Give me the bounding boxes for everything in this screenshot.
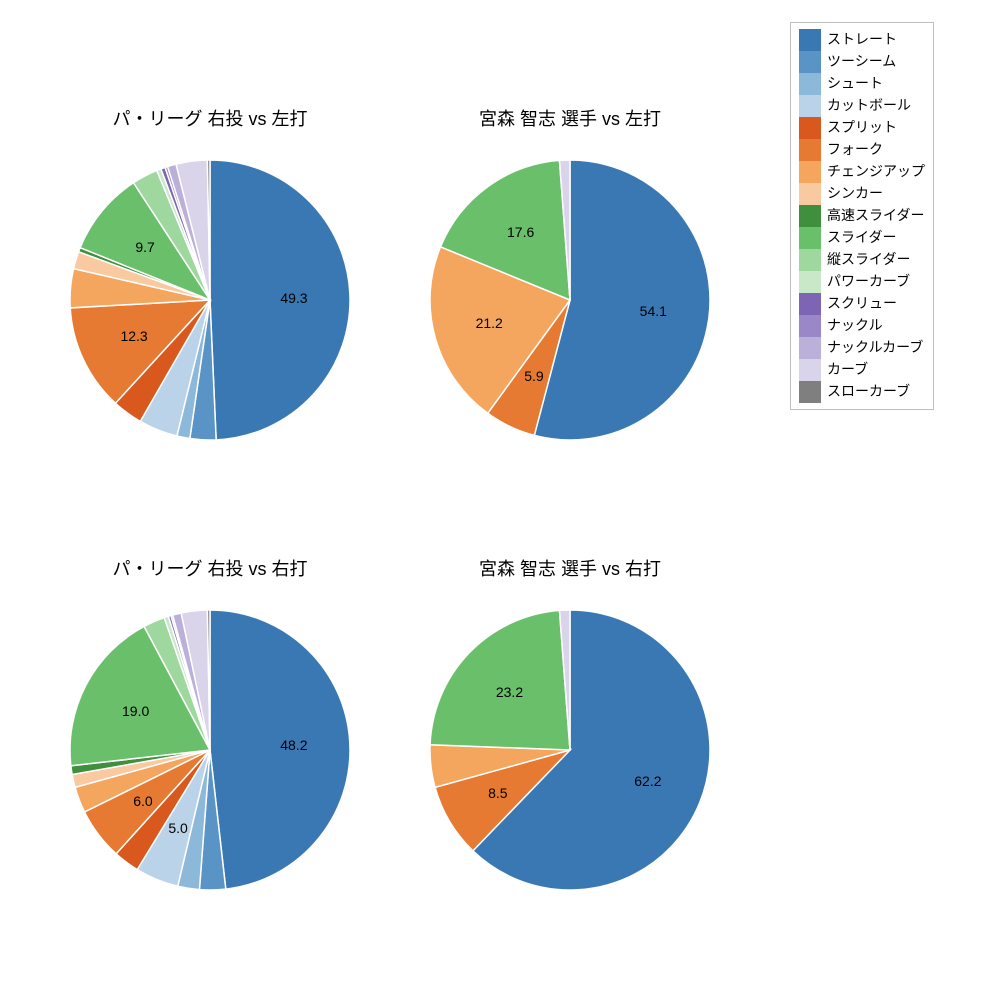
pie-slice-label: 17.6 xyxy=(507,224,534,240)
legend-swatch xyxy=(799,381,821,403)
legend-swatch xyxy=(799,249,821,271)
chart-title: 宮森 智志 選手 vs 左打 xyxy=(420,105,720,131)
legend-item: スローカーブ xyxy=(799,381,925,403)
legend-item: シュート xyxy=(799,73,925,95)
legend-swatch xyxy=(799,271,821,293)
chart-title: 宮森 智志 選手 vs 右打 xyxy=(420,555,720,581)
legend-item: スライダー xyxy=(799,227,925,249)
legend-label: シュート xyxy=(827,73,883,95)
legend-swatch xyxy=(799,315,821,337)
pie-slice-label: 48.2 xyxy=(280,737,307,753)
pie-slice-label: 5.9 xyxy=(524,368,543,384)
pie-slice xyxy=(430,610,570,750)
pie-slice-label: 23.2 xyxy=(496,684,523,700)
legend-swatch xyxy=(799,73,821,95)
legend-label: ナックルカーブ xyxy=(827,337,923,359)
legend-item: スプリット xyxy=(799,117,925,139)
legend: ストレートツーシームシュートカットボールスプリットフォークチェンジアップシンカー… xyxy=(790,22,934,410)
legend-item: パワーカーブ xyxy=(799,271,925,293)
legend-label: ナックル xyxy=(827,315,883,337)
legend-label: 高速スライダー xyxy=(827,205,924,227)
legend-swatch xyxy=(799,29,821,51)
legend-swatch xyxy=(799,227,821,249)
pie-chart xyxy=(428,608,712,892)
legend-item: 縦スライダー xyxy=(799,249,925,271)
pie-chart xyxy=(68,158,352,442)
pie-slice-label: 12.3 xyxy=(120,328,147,344)
pie-slice-label: 19.0 xyxy=(122,703,149,719)
legend-item: 高速スライダー xyxy=(799,205,925,227)
legend-label: チェンジアップ xyxy=(827,161,925,183)
legend-label: スクリュー xyxy=(827,293,897,315)
legend-item: スクリュー xyxy=(799,293,925,315)
legend-swatch xyxy=(799,205,821,227)
pie-slice-label: 5.0 xyxy=(168,820,187,836)
pie-slice-label: 54.1 xyxy=(640,303,667,319)
pie-slice-label: 62.2 xyxy=(634,773,661,789)
legend-label: ツーシーム xyxy=(827,51,896,73)
legend-swatch xyxy=(799,95,821,117)
legend-item: カットボール xyxy=(799,95,925,117)
legend-item: ストレート xyxy=(799,29,925,51)
pie-slice-label: 6.0 xyxy=(133,793,152,809)
legend-item: カーブ xyxy=(799,359,925,381)
pie-slice-label: 49.3 xyxy=(280,290,307,306)
legend-item: ツーシーム xyxy=(799,51,925,73)
chart-title: パ・リーグ 右投 vs 右打 xyxy=(60,555,360,581)
legend-label: カーブ xyxy=(827,359,868,381)
legend-swatch xyxy=(799,139,821,161)
legend-swatch xyxy=(799,51,821,73)
pie-slice-label: 21.2 xyxy=(476,315,503,331)
legend-item: ナックル xyxy=(799,315,925,337)
legend-label: フォーク xyxy=(827,139,883,161)
legend-swatch xyxy=(799,117,821,139)
legend-label: シンカー xyxy=(827,183,883,205)
legend-swatch xyxy=(799,293,821,315)
legend-item: ナックルカーブ xyxy=(799,337,925,359)
legend-label: ストレート xyxy=(827,29,897,51)
legend-swatch xyxy=(799,183,821,205)
pie-chart xyxy=(428,158,712,442)
legend-swatch xyxy=(799,161,821,183)
chart-title: パ・リーグ 右投 vs 左打 xyxy=(60,105,360,131)
legend-swatch xyxy=(799,337,821,359)
legend-item: チェンジアップ xyxy=(799,161,925,183)
legend-label: スローカーブ xyxy=(827,381,910,403)
legend-label: スライダー xyxy=(827,227,896,249)
legend-label: カットボール xyxy=(827,95,911,117)
legend-label: スプリット xyxy=(827,117,897,139)
legend-item: シンカー xyxy=(799,183,925,205)
legend-label: パワーカーブ xyxy=(827,271,910,293)
pie-slice-label: 9.7 xyxy=(135,239,154,255)
pie-slice-label: 8.5 xyxy=(488,785,507,801)
legend-label: 縦スライダー xyxy=(827,249,910,271)
legend-swatch xyxy=(799,359,821,381)
legend-item: フォーク xyxy=(799,139,925,161)
chart-grid: パ・リーグ 右投 vs 左打 49.3 12.3 9.7 宮森 智志 選手 vs 左打 5… xyxy=(0,0,1000,1000)
pie-chart xyxy=(68,608,352,892)
